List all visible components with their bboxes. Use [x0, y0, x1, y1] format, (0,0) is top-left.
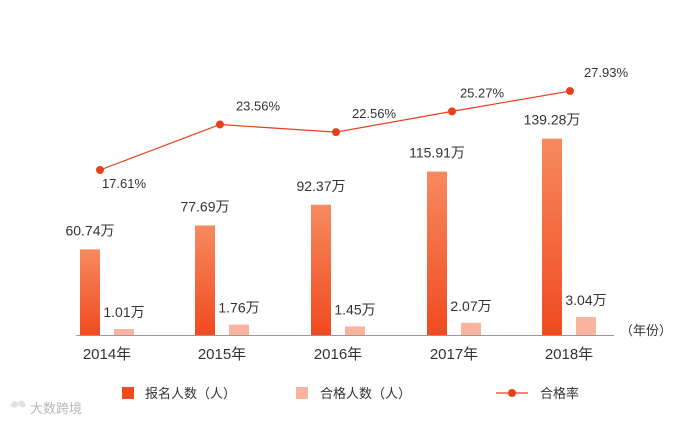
data-label-registered: 139.28万	[524, 112, 581, 128]
legend-swatch-registered	[122, 387, 134, 399]
rate-point	[216, 120, 224, 129]
bar-registered-2015年	[195, 225, 215, 335]
bar-registered-2017年	[427, 171, 447, 335]
x-tick-label: 2014年	[83, 346, 131, 363]
bar-registered-2014年	[80, 249, 100, 335]
data-label-rate: 25.27%	[460, 85, 505, 100]
legend-swatch-rate-marker	[508, 389, 516, 397]
x-tick-label: 2015年	[198, 346, 246, 363]
bar-registered-2018年	[542, 138, 562, 335]
data-label-registered: 115.91万	[409, 145, 465, 161]
rate-point	[566, 87, 574, 96]
data-label-rate: 17.61%	[102, 176, 147, 191]
data-label-passed: 1.01万	[103, 304, 144, 320]
rate-point	[332, 128, 340, 137]
bar-passed-2017年	[461, 322, 481, 335]
watermark-logo-icon	[10, 400, 26, 408]
watermark-text: 大数跨境	[30, 401, 82, 416]
data-label-passed: 1.76万	[218, 300, 259, 316]
data-label-registered: 60.74万	[65, 222, 114, 238]
data-label-rate: 23.56%	[236, 98, 281, 113]
bar-passed-2018年	[576, 317, 596, 335]
watermark: 大数跨境	[10, 400, 82, 416]
data-label-rate: 27.93%	[584, 65, 629, 80]
data-label-passed: 3.04万	[565, 292, 606, 308]
bar-passed-2016年	[345, 326, 365, 335]
legend-label-passed: 合格人数（人）	[320, 386, 411, 401]
x-tick-label: 2018年	[545, 346, 593, 363]
x-tick-label: 2017年	[430, 346, 478, 363]
legend-label-rate: 合格率	[540, 386, 579, 401]
bar-passed-2014年	[114, 329, 134, 335]
data-label-registered: 92.37万	[296, 178, 345, 194]
rate-point	[448, 107, 456, 116]
data-label-passed: 1.45万	[334, 301, 375, 317]
legend-swatch-passed	[296, 387, 308, 399]
data-label-rate: 22.56%	[352, 106, 397, 121]
data-label-registered: 77.69万	[180, 198, 229, 214]
legend-label-registered: 报名人数（人）	[145, 386, 236, 401]
data-label-passed: 2.07万	[450, 298, 491, 314]
x-axis-label: （年份）	[620, 323, 672, 338]
rate-point	[96, 166, 104, 174]
bar-passed-2015年	[229, 324, 249, 335]
x-tick-label: 2016年	[314, 346, 362, 363]
bar-registered-2016年	[311, 204, 331, 335]
